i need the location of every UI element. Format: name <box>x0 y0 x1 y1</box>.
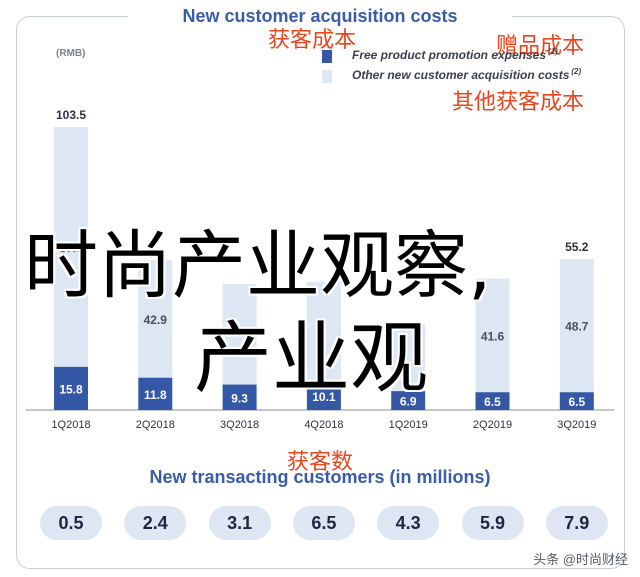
bar-free-1Q2018 <box>54 366 88 410</box>
total-label-3Q2019: 55.2 <box>565 240 589 254</box>
x-tick-label-2Q2018: 2Q2018 <box>136 419 175 431</box>
bar-other-3Q2019 <box>559 259 594 393</box>
annotation-other-cost: 其他获客成本 <box>452 89 585 114</box>
bar-chart: 15.8 87.7 103.5 1Q2018 11.8 42.9 2Q2018 9.3 3Q20… <box>26 108 614 431</box>
overlay-text-line1: 时尚产业观察, <box>24 223 492 309</box>
data-label-free-4Q2018: 10.1 <box>312 390 336 404</box>
title-background <box>128 4 512 30</box>
bar-free-2Q2019 <box>475 392 510 410</box>
data-label-free-2Q2018: 11.8 <box>144 388 167 402</box>
bar-free-3Q2019 <box>559 392 594 410</box>
x-tick-label-2Q2019: 2Q2019 <box>473 419 512 431</box>
x-tick-label-1Q2019: 1Q2019 <box>389 419 428 431</box>
x-tick-label-3Q2018: 3Q2018 <box>220 419 259 431</box>
data-label-free-2Q2019: 6.5 <box>484 395 501 409</box>
transacting-value-pill: 7.9 <box>545 506 608 540</box>
transacting-value-pill: 0.5 <box>40 506 102 540</box>
source-credit: 头条 @时尚财经 <box>533 552 628 567</box>
total-label-1Q2018: 103.5 <box>56 108 86 122</box>
transacting-value-pill: 4.3 <box>377 506 440 540</box>
bar-other-4Q2018 <box>306 281 341 383</box>
transacting-value-pill: 5.9 <box>461 506 524 540</box>
bar-other-2Q2019 <box>475 278 510 393</box>
x-tick-label-3Q2019: 3Q2019 <box>557 419 596 431</box>
bar-other-2Q2018 <box>138 260 173 378</box>
bar-other-3Q2018 <box>222 283 257 385</box>
legend-swatch-free-promotion <box>322 50 332 63</box>
bar-other-1Q2019 <box>391 324 426 392</box>
transacting-value-pill: 6.5 <box>292 506 355 540</box>
data-label-free-1Q2018: 15.8 <box>59 382 83 396</box>
legend-label-free-promotion: Free product promotion expenses (1) <box>352 47 558 62</box>
data-label-free-3Q2019: 6.5 <box>568 395 585 409</box>
data-label-free-3Q2018: 9.3 <box>231 391 248 405</box>
annotation-gift-cost: 赠品成本 <box>496 33 585 58</box>
transacting-value-pill: 2.4 <box>124 506 187 540</box>
chart-title: New customer acquisition costs <box>182 6 458 26</box>
annotation-customer-count: 获客数 <box>287 449 354 474</box>
data-label-other-2Q2019: 41.6 <box>481 329 505 343</box>
legend-label-other-acquisition: Other new customer acquisition costs (2) <box>352 67 582 82</box>
x-tick-label-1Q2018: 1Q2018 <box>51 419 90 431</box>
x-tick-label-4Q2018: 4Q2018 <box>304 419 343 431</box>
data-label-other-2Q2018: 42.9 <box>144 313 168 327</box>
data-label-other-3Q2019: 48.7 <box>565 320 589 334</box>
overlay-text-line2: 产业观 <box>194 314 429 404</box>
transacting-title: New transacting customers (in millions) <box>149 467 491 487</box>
transacting-value-pill: 3.1 <box>208 506 271 540</box>
legend-swatch-other-acquisition <box>322 70 332 83</box>
bar-other-1Q2018 <box>54 127 88 367</box>
data-label-other-1Q2018: 87.7 <box>59 241 83 255</box>
bar-free-1Q2019 <box>391 391 426 410</box>
bar-free-4Q2018 <box>306 382 341 410</box>
bar-free-3Q2018 <box>222 384 257 410</box>
data-label-free-1Q2019: 6.9 <box>400 395 417 409</box>
unit-label: (RMB) <box>56 48 86 59</box>
bar-free-2Q2018 <box>138 377 173 410</box>
annotation-acquisition-cost: 获客成本 <box>268 27 357 52</box>
